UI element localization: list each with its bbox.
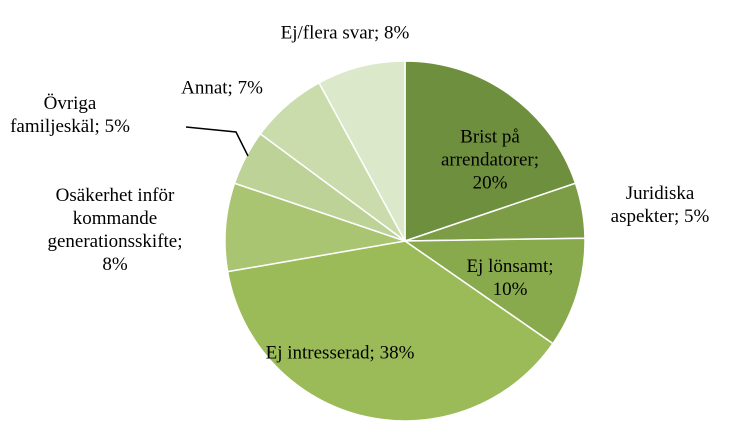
category-name: Ej lönsamt; [466,256,554,277]
pie-slice [404,60,577,243]
category-name: Ej intresserad; [265,342,375,364]
category-name: Övriga familjeskäl; [10,93,100,137]
slice-label: Annat; 7% [181,77,263,100]
value-label: 5% [684,206,710,227]
slice-label: Övriga familjeskäl; 5% [3,92,138,138]
slice-label: Brist på arrendatorer; 20% [425,126,555,195]
value-label: 5% [104,116,130,137]
value-label: 10% [492,279,528,300]
category-name: Osäkerhet inför kommande generations­ski… [47,185,183,252]
slice-label: Ej intresserad; 38% [265,342,415,365]
leader-line [185,126,249,157]
pie-slice [226,240,554,421]
category-name: Ej/flera svar; [280,22,380,44]
category-name: Brist på arrendatorer; [440,126,540,171]
pie-slice [318,60,406,242]
value-label: 8% [384,22,410,44]
value-label: 38% [379,342,415,364]
pie-slice [224,182,406,273]
slice-label: Ej/flera svar; 8% [280,22,410,45]
slice-label: Ej lönsamt; 10% [455,255,565,301]
category-name: Annat; [181,77,233,99]
category-name: Juridiska aspekter; [610,183,695,227]
slice-label: Juridiska aspekter; 5% [600,182,720,228]
value-label: 8% [102,254,128,275]
slice-label: Osäkerhet inför kommande generations­ski… [45,184,185,276]
value-label: 7% [237,77,263,99]
pie-slice [402,237,586,345]
value-label: 20% [472,172,508,194]
